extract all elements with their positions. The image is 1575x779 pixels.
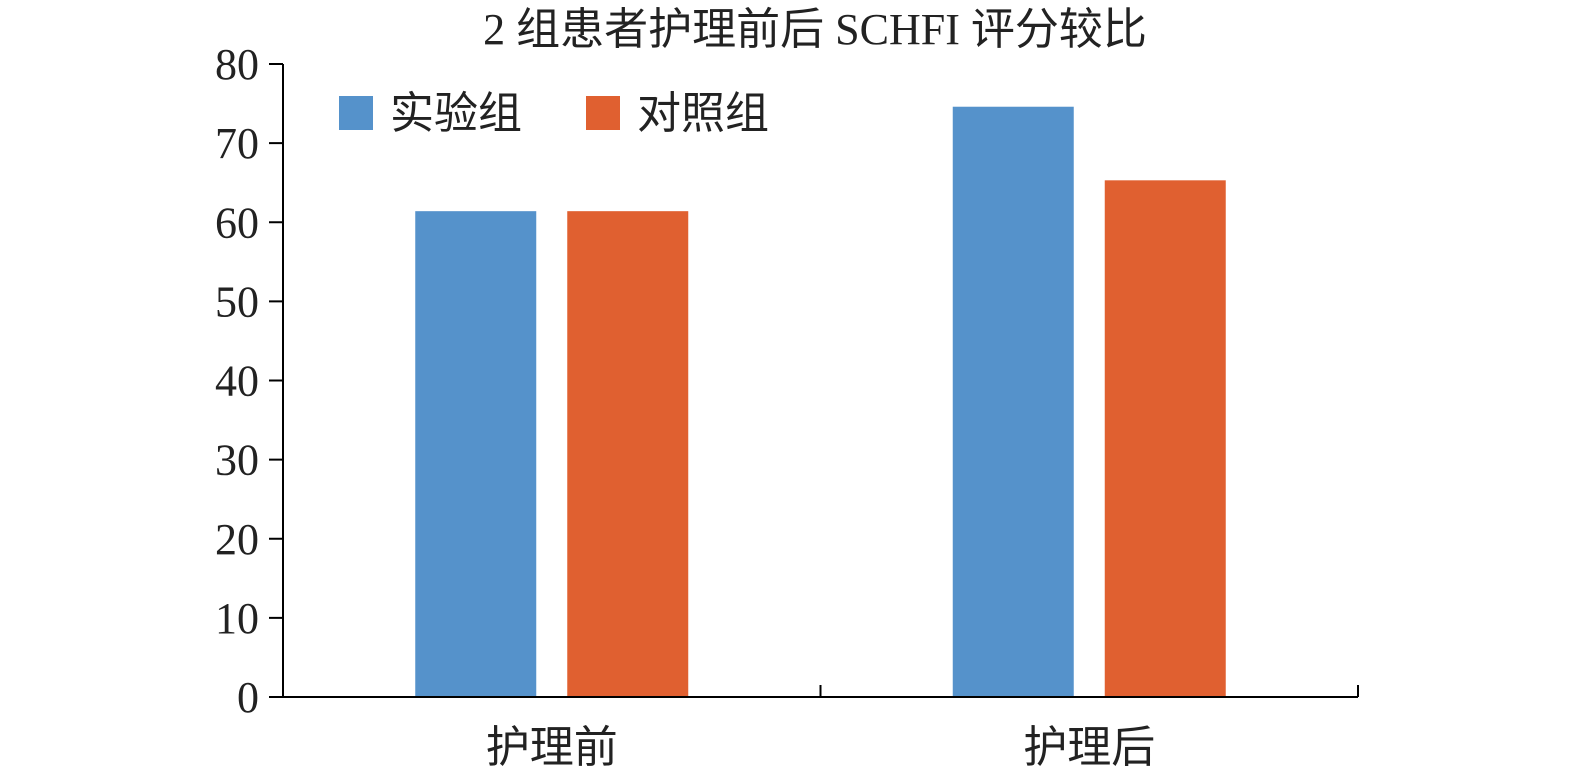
y-axis-ticks — [269, 63, 283, 698]
y-tick-label-10: 10 — [215, 594, 259, 643]
bar-series-1-category-1 — [415, 211, 537, 698]
y-tick-label-80: 80 — [215, 40, 259, 89]
bar-series-2-category-2 — [1104, 180, 1226, 698]
legend-label-control: 对照组 — [637, 88, 769, 139]
y-tick-label-60: 60 — [215, 198, 259, 247]
y-tick-label-40: 40 — [215, 357, 259, 406]
bars-group — [415, 106, 1226, 698]
y-tick-label-30: 30 — [215, 436, 259, 485]
legend-swatch-control — [586, 96, 620, 130]
x-tick-label-2: 护理后 — [1023, 722, 1155, 773]
legend-swatch-experimental — [339, 96, 373, 130]
y-axis-tick-labels: 0 10 20 30 40 50 60 70 80 — [215, 40, 259, 722]
legend: 实验组 对照组 — [339, 88, 769, 139]
x-axis-ticks — [819, 685, 1359, 697]
legend-label-experimental: 实验组 — [390, 88, 522, 139]
y-tick-label-20: 20 — [215, 515, 259, 564]
y-tick-label-70: 70 — [215, 119, 259, 168]
y-tick-label-50: 50 — [215, 277, 259, 326]
bar-series-1-category-2 — [952, 106, 1074, 698]
x-axis-tick-labels: 护理前 护理后 — [486, 722, 1156, 773]
bar-series-2-category-1 — [567, 211, 689, 698]
x-tick-label-1: 护理前 — [486, 722, 618, 773]
y-tick-label-0: 0 — [237, 673, 259, 722]
chart-title: 2 组患者护理前后 SCHFI 评分较比 — [483, 5, 1147, 54]
